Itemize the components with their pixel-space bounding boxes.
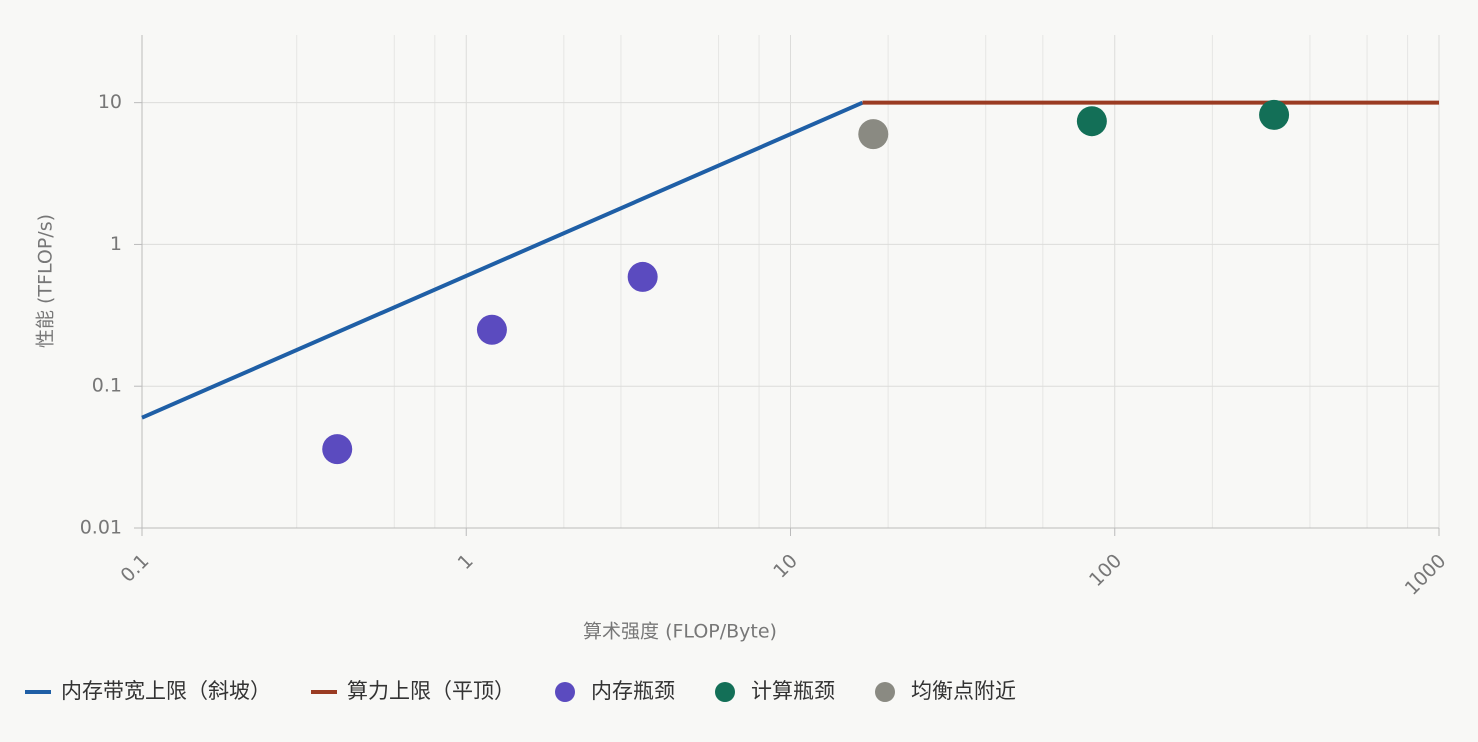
roofline <box>141 100 864 420</box>
data-point <box>322 434 353 465</box>
data-point <box>1259 99 1290 130</box>
legend-label: 均衡点附近 <box>911 679 1016 703</box>
data-point <box>858 119 889 150</box>
legend: 内存带宽上限（斜坡） 算力上限（平顶） 内存瓶颈 计算瓶颈 均衡点附近 <box>25 679 1016 703</box>
y-tick-label: 0.01 <box>80 517 122 539</box>
x-tick-label: 0.1 <box>117 550 154 587</box>
data-point <box>627 261 658 292</box>
legend-label: 算力上限（平顶） <box>347 679 515 703</box>
legend-swatch <box>875 682 895 702</box>
legend-label: 内存瓶颈 <box>591 679 675 703</box>
x-tick-label: 10 <box>769 550 802 583</box>
x-tick-label: 1000 <box>1401 550 1451 600</box>
data-point <box>476 314 507 345</box>
y-tick-label: 1 <box>110 233 122 255</box>
y-axis-title: 性能 (TFLOP/s) <box>35 214 57 348</box>
legend-label: 计算瓶颈 <box>751 679 835 703</box>
legend-label: 内存带宽上限（斜坡） <box>61 679 271 703</box>
data-point <box>1076 106 1107 137</box>
x-axis-title: 算术强度 (FLOP/Byte) <box>583 621 777 643</box>
y-tick-label: 10 <box>98 91 122 113</box>
x-tick-label: 100 <box>1085 550 1126 591</box>
y-tick-label: 0.1 <box>92 375 122 397</box>
x-tick-label: 1 <box>454 550 478 574</box>
legend-swatch <box>555 682 575 702</box>
legend-swatch <box>715 682 735 702</box>
